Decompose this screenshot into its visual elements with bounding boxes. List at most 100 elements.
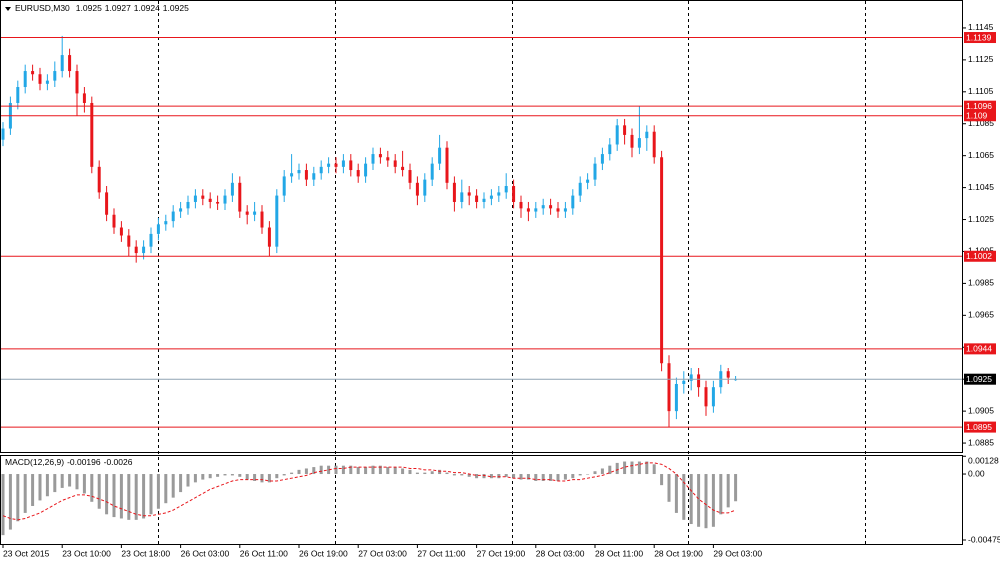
- macd-bar: [378, 465, 382, 475]
- macd-bar: [674, 474, 678, 513]
- candle-body: [238, 182, 242, 212]
- x-tick-label: 27 Oct 19:00: [477, 548, 526, 558]
- macd-bar: [445, 472, 449, 475]
- macd-bar: [364, 467, 368, 475]
- x-tick-label: 23 Oct 2015: [3, 548, 50, 558]
- candle-body: [726, 371, 730, 378]
- last-close: 1.0925: [163, 3, 189, 13]
- macd-bar: [186, 474, 190, 487]
- x-tick-label: 26 Oct 19:00: [299, 548, 348, 558]
- candle-body: [45, 80, 49, 84]
- macd-bar: [253, 474, 257, 481]
- macd-bar: [430, 471, 434, 475]
- y-tick-label: 1.0905: [968, 405, 994, 415]
- candle-body: [571, 195, 575, 209]
- candle-body: [230, 182, 234, 196]
- macd-bar: [704, 474, 708, 529]
- candle-body: [75, 71, 79, 94]
- y-tick-label: 1.1065: [968, 150, 994, 160]
- candle-body: [704, 387, 708, 407]
- macd-bar: [438, 469, 442, 475]
- candle-body: [600, 154, 604, 164]
- candle-body: [371, 154, 375, 164]
- candle-body: [334, 163, 338, 167]
- macd-label: MACD(12,26,9): [5, 457, 64, 467]
- candle-body: [127, 235, 131, 247]
- macd-bar: [127, 474, 131, 520]
- macd-bar: [541, 474, 545, 481]
- macd-bar: [356, 467, 360, 475]
- macd-bar: [615, 462, 619, 475]
- level-label: 1.1002: [966, 251, 992, 261]
- level-label-box: [964, 110, 996, 122]
- candle-body: [245, 211, 249, 215]
- macd-bar: [134, 474, 138, 520]
- macd-bar: [600, 468, 604, 475]
- candle-body: [16, 87, 20, 103]
- macd-bar: [105, 474, 109, 515]
- y-tick-label: 1.1105: [968, 86, 994, 96]
- macd-bar: [16, 474, 20, 522]
- candle-body: [290, 173, 294, 177]
- x-tick-label: 28 Oct 11:00: [595, 548, 643, 558]
- macd-bar: [112, 474, 116, 518]
- macd-bar: [519, 474, 523, 480]
- candle-body: [349, 160, 353, 171]
- candle-body: [282, 176, 286, 196]
- macd-bar: [238, 474, 242, 477]
- macd-bar: [630, 461, 634, 475]
- level-label: 1.0944: [966, 344, 992, 354]
- y-tick-label: 1.0885: [968, 437, 994, 447]
- menu-arrow: [5, 7, 11, 11]
- candle-body: [438, 147, 442, 164]
- candle-body: [364, 163, 368, 177]
- candle-body: [179, 208, 183, 212]
- candle-body: [475, 195, 479, 202]
- signal-value: -0.0026: [104, 457, 133, 467]
- y-tick-label: 1.0965: [968, 310, 994, 320]
- macd-bar: [534, 474, 538, 481]
- candle-body: [82, 93, 86, 103]
- candle-body: [105, 192, 109, 215]
- chart-header: EURUSD,M30 1.0925 1.0927 1.0924 1.0925: [15, 3, 189, 13]
- macd-bar: [608, 465, 612, 475]
- x-tick-label: 26 Oct 11:00: [240, 548, 288, 558]
- macd-bar: [179, 474, 183, 493]
- candle-body: [697, 374, 701, 388]
- candle-body: [563, 208, 567, 212]
- macd-bar: [245, 474, 249, 480]
- y2-tick-label: 0.00128: [968, 455, 999, 465]
- macd-bar: [208, 474, 212, 479]
- candle-body: [482, 198, 486, 202]
- macd-bar: [504, 474, 508, 477]
- candle-body: [652, 131, 656, 158]
- candle-body: [408, 170, 412, 183]
- candle-body: [60, 55, 64, 72]
- macd-bar: [549, 474, 553, 481]
- macd-bar: [475, 474, 479, 479]
- last-open: 1.0925: [76, 3, 102, 13]
- macd-bar: [193, 474, 197, 483]
- candle-body: [467, 192, 471, 196]
- price-label: 1.0925: [966, 374, 992, 384]
- macd-bar: [341, 465, 345, 475]
- macd-bar: [719, 474, 723, 515]
- candle-body: [327, 163, 331, 167]
- macd-bar: [312, 467, 316, 475]
- macd-bar: [386, 467, 390, 475]
- candle-body: [637, 138, 641, 148]
- candle-body: [526, 208, 530, 212]
- last-high: 1.0927: [105, 3, 131, 13]
- macd-bar: [304, 468, 308, 475]
- candle-body: [260, 211, 264, 228]
- macd-bar: [401, 468, 405, 475]
- y-tick-label: 1.0985: [968, 278, 994, 288]
- y-tick-label: 1.1025: [968, 214, 994, 224]
- candle-body: [401, 166, 405, 171]
- x-tick-label: 28 Oct 19:00: [654, 548, 703, 558]
- candle-body: [201, 195, 205, 199]
- macd-bar: [726, 474, 730, 508]
- macd-bar: [275, 474, 279, 479]
- macd-bar: [38, 474, 42, 501]
- macd-bar: [31, 474, 35, 506]
